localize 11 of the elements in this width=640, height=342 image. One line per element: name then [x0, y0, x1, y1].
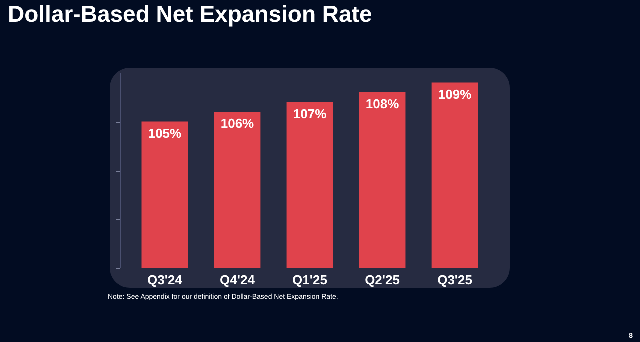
data-label: 107%	[293, 106, 328, 122]
data-label: 109%	[438, 86, 472, 102]
data-label: 108%	[366, 96, 400, 112]
data-label: 105%	[148, 126, 182, 141]
x-tick-label: Q3'24	[148, 272, 184, 288]
x-tick-label: Q4'24	[220, 272, 256, 288]
x-tick-label: Q2'25	[365, 272, 400, 288]
x-tick-label: Q1'25	[292, 272, 328, 288]
x-tick-label: Q3'25	[438, 272, 472, 288]
data-label: 106%	[220, 116, 255, 131]
chart-title: Dollar-Based Net Expansion Rate	[8, 1, 372, 27]
